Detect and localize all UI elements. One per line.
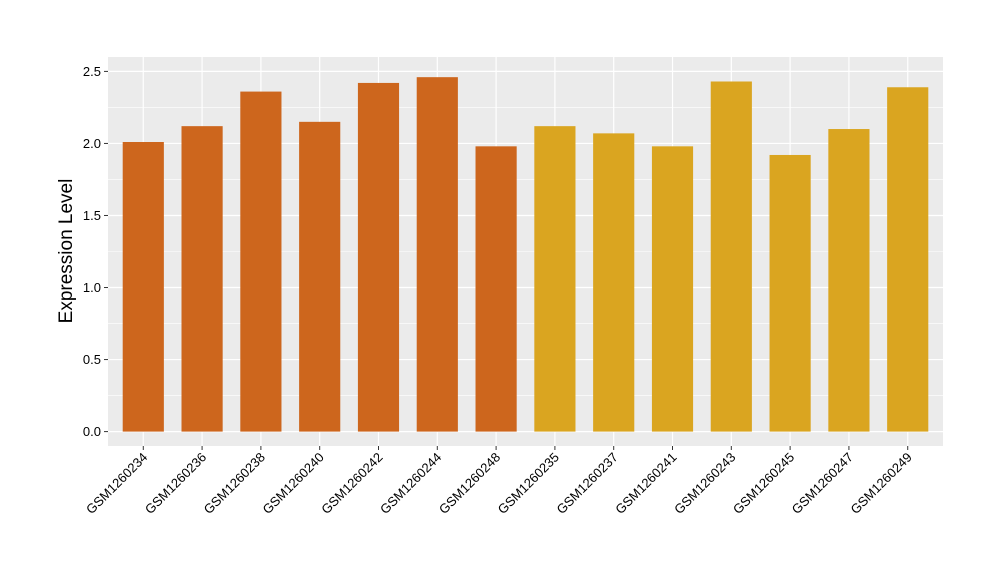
y-axis: 0.0 0.5 1.0 1.5 2.0 2.5 (83, 64, 108, 439)
x-tick-label: GSM1260248 (436, 450, 503, 517)
bar-GSM1260237 (593, 133, 635, 432)
x-tick-label: GSM1260243 (671, 450, 738, 517)
bar-GSM1260243 (710, 81, 752, 432)
x-tick-label: GSM1260234 (83, 450, 150, 517)
bar-GSM1260244 (416, 77, 458, 432)
y-tick-label: 1.0 (83, 280, 101, 295)
x-tick-label: GSM1260236 (142, 450, 209, 517)
y-tick-label: 0.0 (83, 424, 101, 439)
x-axis: GSM1260234GSM1260236GSM1260238GSM1260240… (83, 446, 915, 517)
bar-GSM1260238 (240, 91, 282, 432)
y-tick-label: 0.5 (83, 352, 101, 367)
x-tick-label: GSM1260240 (259, 450, 326, 517)
x-tick-label: GSM1260242 (318, 450, 385, 517)
bar-GSM1260242 (357, 82, 400, 432)
bar-GSM1260236 (181, 126, 223, 432)
y-tick-label: 1.5 (83, 208, 101, 223)
bar-GSM1260245 (769, 154, 811, 432)
x-tick-label: GSM1260245 (730, 450, 797, 517)
bars (122, 77, 929, 432)
x-tick-label: GSM1260249 (847, 450, 914, 517)
y-axis-title: Expression Level (56, 179, 77, 324)
x-tick-label: GSM1260235 (495, 450, 562, 517)
y-tick-label: 2.5 (83, 64, 101, 79)
x-tick-label: GSM1260237 (553, 450, 620, 517)
y-tick-label: 2.0 (83, 136, 101, 151)
bar-GSM1260247 (828, 129, 870, 432)
bar-GSM1260248 (475, 146, 517, 432)
x-tick-label: GSM1260247 (789, 450, 856, 517)
bar-GSM1260241 (651, 146, 694, 432)
x-tick-label: GSM1260241 (612, 450, 679, 517)
bar-GSM1260240 (299, 121, 341, 432)
bar-GSM1260249 (887, 87, 929, 432)
x-tick-label: GSM1260244 (377, 450, 444, 517)
bar-GSM1260235 (534, 126, 576, 432)
x-tick-label: GSM1260238 (201, 450, 268, 517)
bar-GSM1260234 (122, 142, 164, 432)
